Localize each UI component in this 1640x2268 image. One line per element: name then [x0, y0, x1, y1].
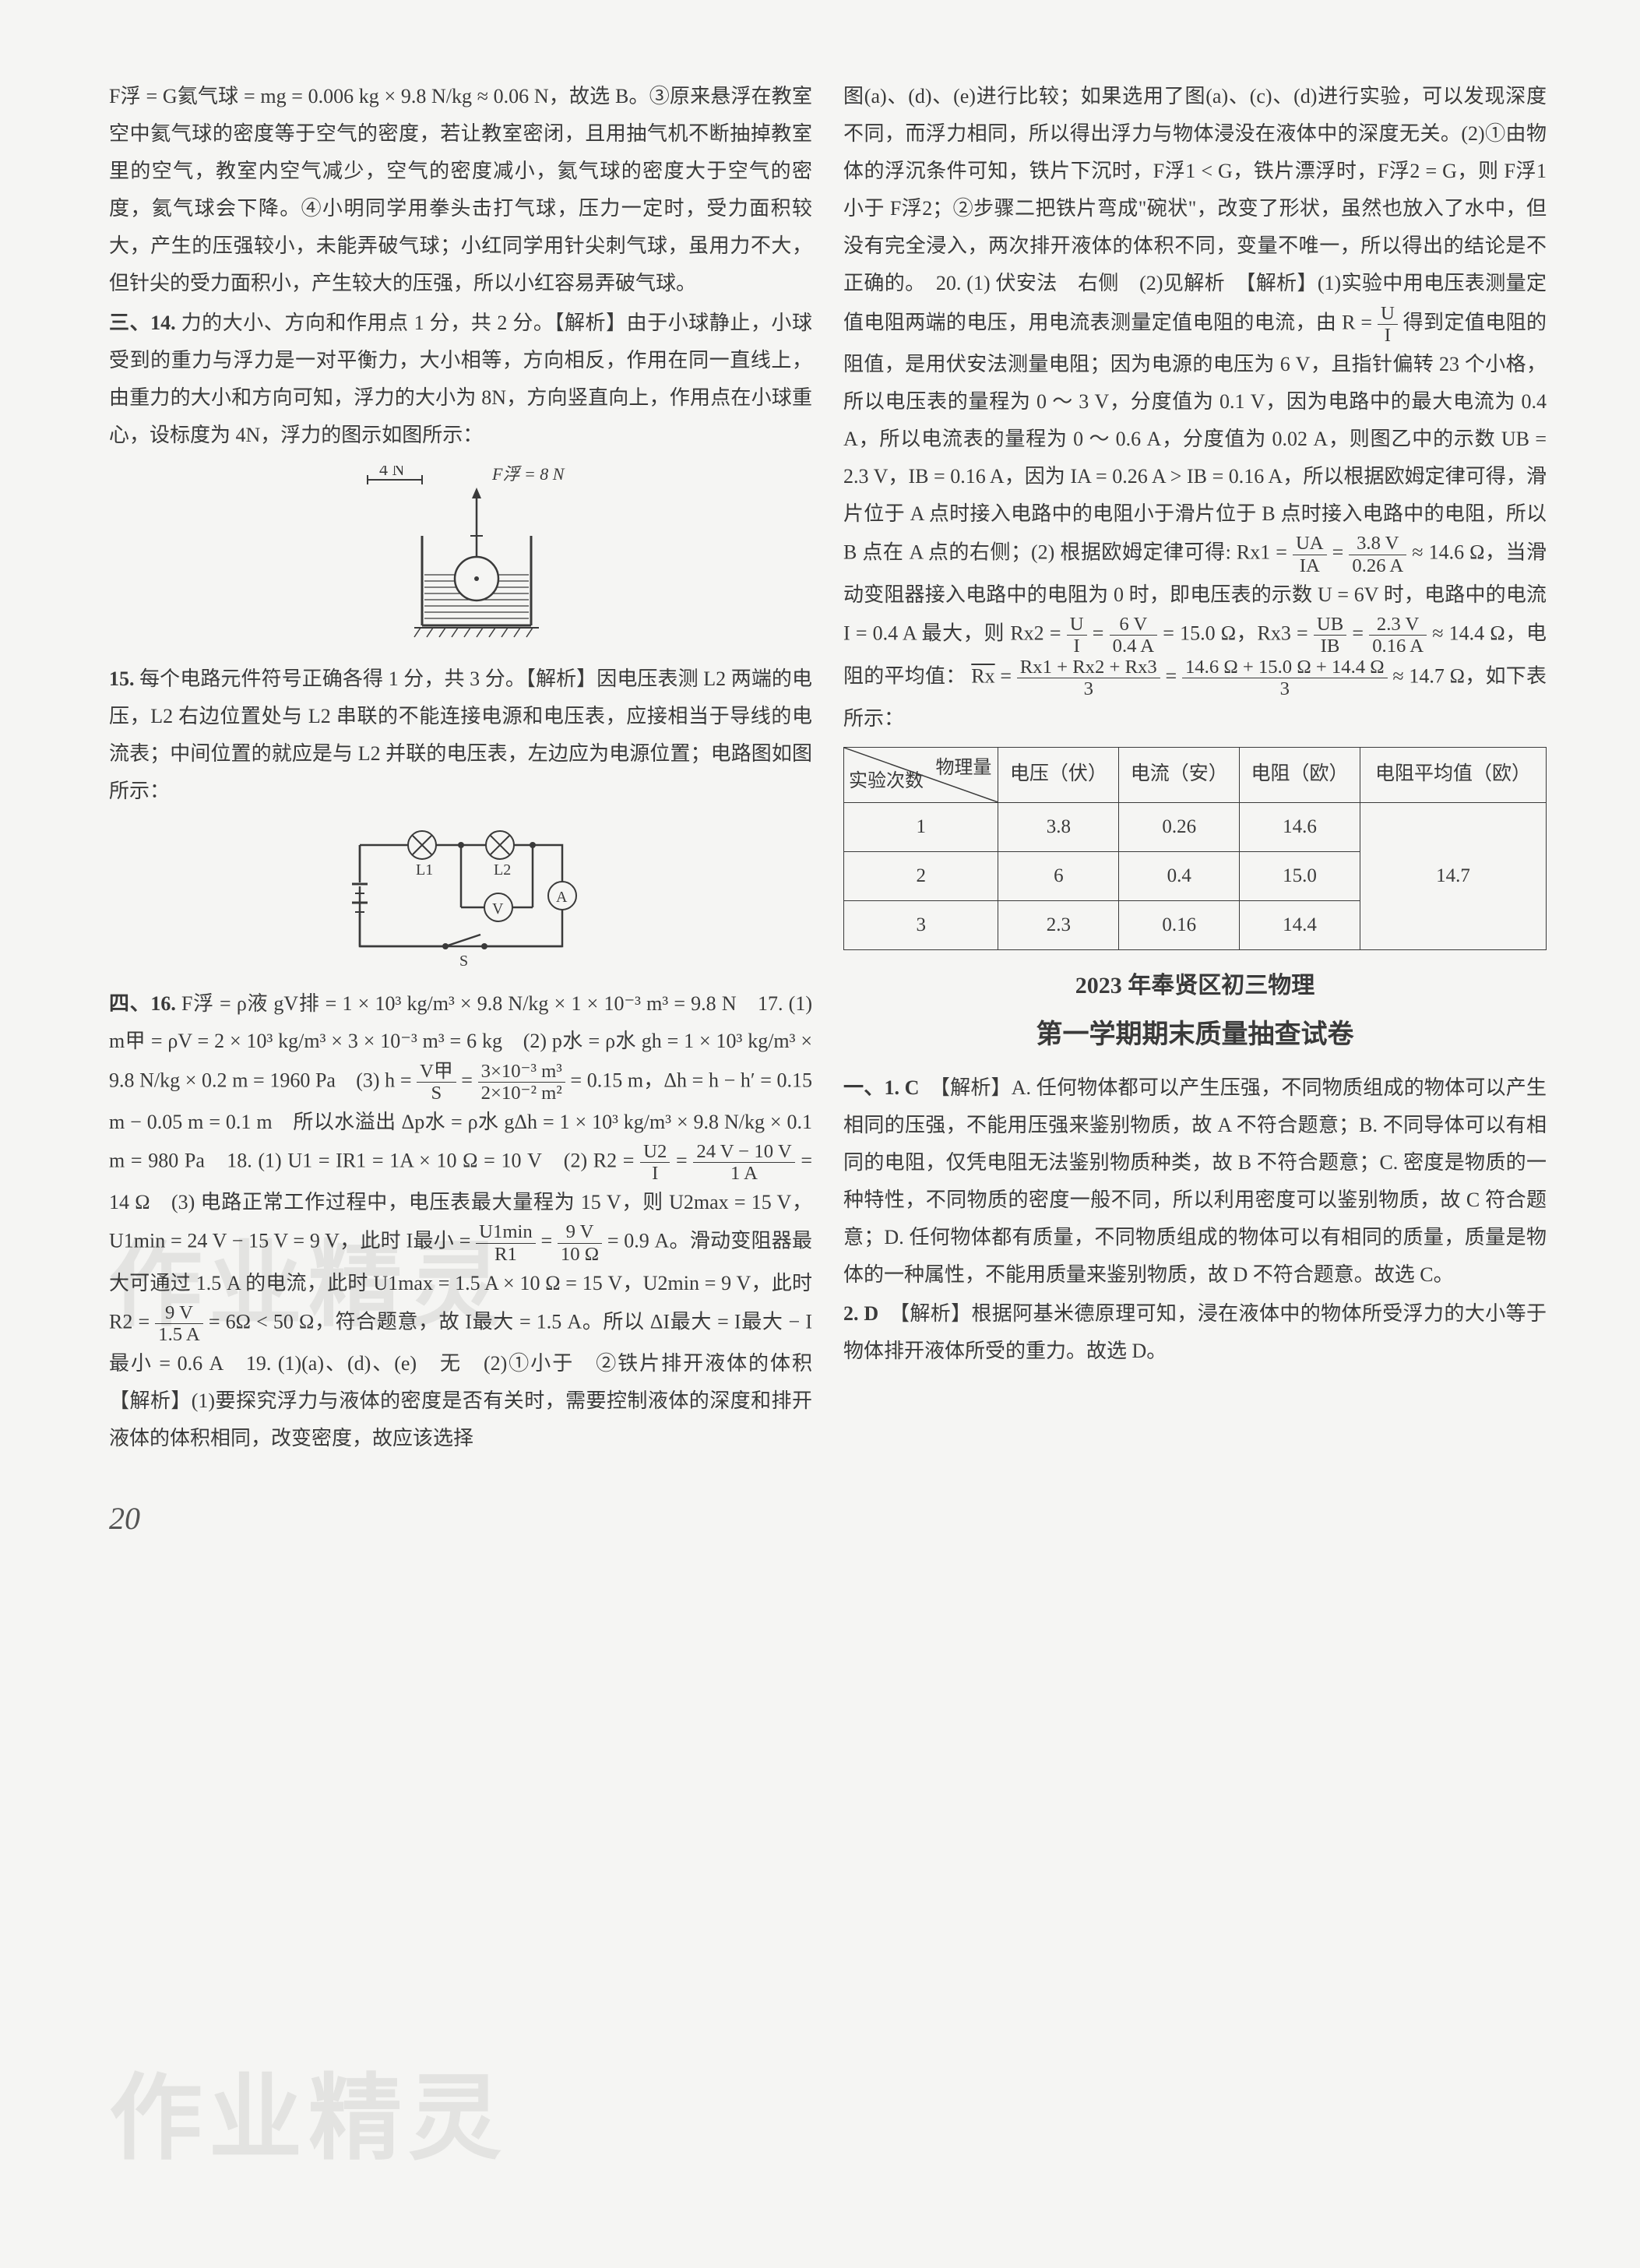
table-cell: 6 — [998, 851, 1119, 900]
text: 【解析】根据阿基米德原理可知，浸在液体中的物体所受浮力的大小等于物体排开液体所受… — [843, 1302, 1547, 1362]
section-title: 2023 年奉贤区初三物理 第一学期期末质量抽查试卷 — [843, 964, 1547, 1059]
header-label: 物理量 — [935, 751, 991, 785]
svg-text:S: S — [459, 953, 468, 970]
left-column: F浮 = G氦气球 = mg = 0.006 kg × 9.8 N/kg ≈ 0… — [109, 78, 812, 1459]
text: 力的大小、方向和作用点 1 分，共 2 分。【解析】由于小球静止，小球受到的重力… — [109, 312, 812, 446]
force-label: F浮 = 8 N — [491, 466, 565, 484]
text: = 6Ω < 50 Ω，符合题意，故 I最大 = 1.5 A。所以 ΔI最大 =… — [109, 1310, 832, 1449]
svg-text:V: V — [492, 900, 504, 917]
svg-text:L2: L2 — [494, 861, 511, 879]
table-cell: 0.16 — [1119, 901, 1240, 950]
scale-label: 4 N — [379, 466, 405, 479]
fraction: UAIA — [1293, 533, 1327, 576]
paragraph: 2. D 【解析】根据阿基米德原理可知，浸在液体中的物体所受浮力的大小等于物体排… — [843, 1295, 1547, 1370]
paragraph: 四、16. F浮 = ρ液 gV排 = 1 × 10³ kg/m³ × 9.8 … — [109, 985, 812, 1457]
right-column: 图(a)、(d)、(e)进行比较；如果选用了图(a)、(c)、(d)进行实验，可… — [843, 78, 1547, 1459]
r-bar: Rx — [971, 665, 994, 688]
text: = — [1166, 665, 1182, 688]
fraction: 2.3 V0.16 A — [1369, 614, 1427, 657]
paragraph: 图(a)、(d)、(e)进行比较；如果选用了图(a)、(c)、(d)进行实验，可… — [843, 78, 1547, 738]
fraction: UI — [1067, 614, 1087, 657]
header-label: 实验次数 — [849, 764, 924, 798]
item-label: 15. — [109, 667, 135, 690]
text: 每个电路元件符号正确各得 1 分，共 3 分。【解析】因电压表测 L2 两端的电… — [109, 667, 812, 802]
table-cell: 14.6 — [1240, 802, 1360, 851]
watermark: 作业精灵 — [109, 2033, 508, 2206]
page-container: F浮 = G氦气球 = mg = 0.006 kg × 9.8 N/kg ≈ 0… — [109, 78, 1547, 1459]
text: = — [1000, 665, 1016, 688]
column-header: 电阻（欧） — [1240, 747, 1360, 802]
text: = — [461, 1069, 477, 1091]
text: = — [1352, 622, 1369, 644]
fraction: V甲S — [417, 1061, 456, 1104]
page-number: 20 — [109, 1490, 1547, 1548]
svg-text:A: A — [556, 889, 568, 906]
text: 得到定值电阻的阻值，是用伏安法测量电阻；因为电源的电压为 6 V，且指针偏转 2… — [843, 311, 1547, 564]
table-cell: 1 — [844, 802, 998, 851]
fraction: 6 V0.4 A — [1110, 614, 1158, 657]
item-label: 四、16. — [109, 992, 176, 1015]
buoyancy-diagram: 4 N F浮 = 8 N — [109, 466, 812, 645]
table-cell-avg: 14.7 — [1360, 802, 1546, 950]
svg-text:L1: L1 — [416, 861, 433, 879]
resistance-table: 物理量 实验次数 电压（伏） 电流（安） 电阻（欧） 电阻平均值（欧） 1 3.… — [843, 747, 1547, 951]
circuit-diagram: L1 L2 V A — [109, 822, 812, 970]
text: 图(a)、(d)、(e)进行比较；如果选用了图(a)、(c)、(d)进行实验，可… — [843, 85, 1547, 333]
column-header: 电流（安） — [1119, 747, 1240, 802]
text: = — [676, 1150, 693, 1172]
table-row: 1 3.8 0.26 14.6 14.7 — [844, 802, 1547, 851]
item-label: 一、1. C — [843, 1076, 919, 1099]
title-line-2: 第一学期期末质量抽查试卷 — [843, 1011, 1547, 1060]
table-cell: 15.0 — [1240, 851, 1360, 900]
paragraph: 一、1. C 【解析】A. 任何物体都可以产生压强，不同物质组成的物体可以产生相… — [843, 1069, 1547, 1294]
fraction: 3.8 V0.26 A — [1349, 533, 1406, 576]
text: = 15.0 Ω，Rx3 = — [1163, 622, 1314, 644]
table-cell: 3.8 — [998, 802, 1119, 851]
paragraph: 三、14. 力的大小、方向和作用点 1 分，共 2 分。【解析】由于小球静止，小… — [109, 305, 812, 454]
paragraph: F浮 = G氦气球 = mg = 0.006 kg × 9.8 N/kg ≈ 0… — [109, 78, 812, 303]
table-cell: 14.4 — [1240, 901, 1360, 950]
text: = — [1332, 541, 1350, 564]
column-header: 电压（伏） — [998, 747, 1119, 802]
text: = — [540, 1230, 557, 1252]
paragraph: 15. 每个电路元件符号正确各得 1 分，共 3 分。【解析】因电压表测 L2 … — [109, 660, 812, 810]
title-line-1: 2023 年奉贤区初三物理 — [843, 964, 1547, 1008]
fraction: 14.6 Ω + 15.0 Ω + 14.4 Ω3 — [1182, 657, 1388, 699]
column-header: 电阻平均值（欧） — [1360, 747, 1546, 802]
text: = — [1093, 622, 1110, 644]
fraction: 3×10⁻³ m³2×10⁻² m² — [478, 1061, 565, 1104]
fraction: U1minR1 — [476, 1221, 536, 1264]
fraction: 9 V10 Ω — [558, 1221, 602, 1264]
fraction: UI — [1378, 303, 1398, 346]
table-cell: 2.3 — [998, 901, 1119, 950]
fraction: 9 V1.5 A — [155, 1302, 203, 1345]
fraction: 24 V − 10 V1 A — [693, 1141, 794, 1184]
fraction: U2I — [640, 1141, 670, 1184]
item-label: 2. D — [843, 1302, 878, 1325]
fraction: Rx1 + Rx2 + Rx33 — [1017, 657, 1160, 699]
table-header-row: 物理量 实验次数 电压（伏） 电流（安） 电阻（欧） 电阻平均值（欧） — [844, 747, 1547, 802]
table-cell: 0.26 — [1119, 802, 1240, 851]
table-cell: 0.4 — [1119, 851, 1240, 900]
diagonal-header: 物理量 实验次数 — [844, 748, 998, 802]
text: 【解析】A. 任何物体都可以产生压强，不同物质组成的物体可以产生相同的压强，不能… — [843, 1076, 1547, 1286]
section-label: 三、14. — [109, 312, 176, 334]
fraction: UBIB — [1314, 614, 1346, 657]
table-cell: 3 — [844, 901, 998, 950]
table-cell: 2 — [844, 851, 998, 900]
